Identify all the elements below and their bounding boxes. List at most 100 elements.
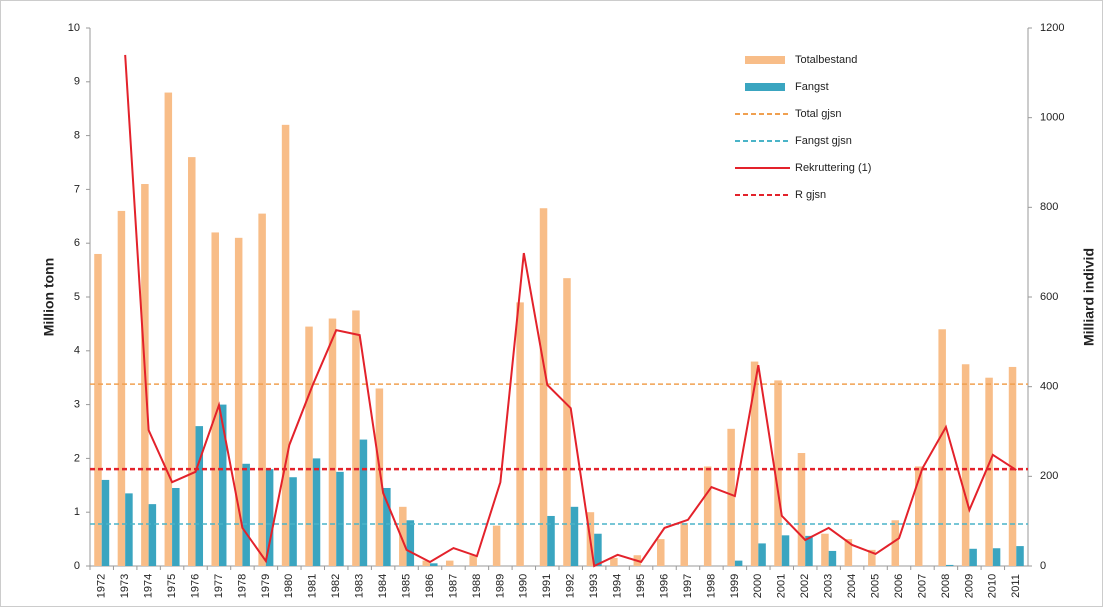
y-tick-label: 3 bbox=[74, 399, 80, 411]
bar bbox=[734, 560, 743, 566]
y-tick-label: 9 bbox=[74, 76, 80, 88]
bar bbox=[148, 504, 157, 566]
bar bbox=[188, 157, 196, 566]
x-tick-label: 2011 bbox=[1010, 574, 1022, 598]
bar bbox=[445, 560, 454, 566]
x-tick-label: 2006 bbox=[893, 574, 905, 598]
x-tick-label: 1994 bbox=[612, 574, 624, 598]
bar bbox=[352, 310, 360, 566]
x-tick-label: 2001 bbox=[776, 574, 788, 598]
bar bbox=[422, 560, 431, 566]
bar bbox=[992, 548, 1001, 566]
bar bbox=[406, 520, 415, 566]
y-tick-label: 8 bbox=[74, 130, 80, 142]
y-tick-label: 7 bbox=[74, 183, 80, 195]
bar bbox=[336, 471, 344, 566]
bar bbox=[610, 557, 618, 566]
y2-tick-label: 600 bbox=[1040, 291, 1058, 303]
x-tick-label: 2007 bbox=[916, 574, 928, 598]
bar bbox=[985, 377, 993, 566]
legend-swatch bbox=[745, 56, 785, 64]
x-tick-label: 1973 bbox=[119, 574, 131, 598]
x-tick-label: 2010 bbox=[987, 574, 999, 598]
x-tick-label: 1986 bbox=[424, 574, 436, 598]
y-tick-label: 2 bbox=[74, 452, 80, 464]
x-tick-label: 1974 bbox=[143, 574, 155, 598]
x-tick-label: 1992 bbox=[565, 574, 577, 598]
x-tick-label: 1998 bbox=[705, 574, 717, 598]
bar bbox=[657, 539, 665, 566]
bar bbox=[430, 563, 438, 566]
y-tick-label: 5 bbox=[74, 291, 80, 303]
bar bbox=[281, 124, 290, 566]
y2-tick-label: 400 bbox=[1040, 381, 1058, 393]
bar bbox=[218, 404, 227, 566]
x-tick-label: 1991 bbox=[541, 574, 553, 598]
x-tick-label: 1997 bbox=[682, 574, 694, 598]
y2-tick-label: 1000 bbox=[1040, 112, 1064, 124]
x-tick-label: 1988 bbox=[471, 574, 483, 598]
bar bbox=[821, 533, 829, 566]
bar bbox=[492, 525, 501, 566]
x-tick-label: 1976 bbox=[189, 574, 201, 598]
legend-swatch bbox=[745, 83, 785, 91]
bar bbox=[312, 458, 321, 566]
bar bbox=[539, 208, 548, 567]
bar bbox=[172, 487, 180, 566]
bar bbox=[563, 278, 571, 566]
x-tick-label: 1983 bbox=[354, 574, 366, 598]
bar bbox=[547, 515, 555, 566]
bar bbox=[891, 520, 900, 566]
x-tick-label: 1980 bbox=[283, 574, 295, 598]
bar bbox=[258, 213, 266, 567]
bar bbox=[94, 253, 102, 566]
bar bbox=[844, 539, 853, 566]
x-tick-label: 1987 bbox=[447, 574, 459, 598]
x-tick-label: 2004 bbox=[846, 574, 858, 598]
bar bbox=[469, 555, 477, 566]
x-tick-label: 1972 bbox=[96, 574, 108, 598]
bar bbox=[125, 493, 133, 566]
bar bbox=[289, 477, 297, 566]
x-tick-label: 1996 bbox=[658, 574, 670, 598]
x-tick-label: 1978 bbox=[236, 574, 248, 598]
bar bbox=[328, 318, 337, 566]
legend-label: Fangst bbox=[795, 81, 829, 93]
bar bbox=[516, 302, 524, 566]
x-tick-label: 1989 bbox=[494, 574, 506, 598]
bar bbox=[1016, 546, 1024, 566]
bar bbox=[774, 380, 782, 566]
x-tick-label: 1993 bbox=[588, 574, 600, 598]
legend-label: Fangst gjsn bbox=[795, 135, 852, 147]
legend-label: Total gjsn bbox=[795, 108, 841, 120]
x-tick-label: 1981 bbox=[307, 574, 319, 598]
bar bbox=[969, 548, 977, 566]
x-tick-label: 1990 bbox=[518, 574, 530, 598]
x-tick-label: 2008 bbox=[940, 574, 952, 598]
x-tick-label: 1977 bbox=[213, 574, 225, 598]
bar bbox=[781, 535, 790, 566]
bar bbox=[680, 522, 688, 566]
bar bbox=[703, 466, 712, 566]
x-tick-label: 1975 bbox=[166, 574, 178, 598]
bar bbox=[727, 428, 735, 566]
bar bbox=[399, 506, 407, 566]
bar bbox=[594, 533, 602, 566]
bar bbox=[234, 237, 243, 566]
bar bbox=[195, 426, 204, 566]
y-tick-label: 1 bbox=[74, 506, 80, 518]
x-tick-label: 1985 bbox=[400, 574, 412, 598]
y-tick-label: 10 bbox=[68, 22, 80, 34]
y2-tick-label: 800 bbox=[1040, 201, 1058, 213]
y2-tick-label: 200 bbox=[1040, 470, 1058, 482]
y2-tick-label: 0 bbox=[1040, 560, 1046, 572]
bar bbox=[359, 439, 368, 566]
x-tick-label: 2009 bbox=[963, 574, 975, 598]
bar bbox=[797, 453, 806, 566]
bar bbox=[375, 388, 384, 566]
bar bbox=[265, 469, 274, 566]
x-tick-label: 2003 bbox=[823, 574, 835, 598]
bar bbox=[805, 535, 813, 566]
y-tick-label: 4 bbox=[74, 345, 80, 357]
